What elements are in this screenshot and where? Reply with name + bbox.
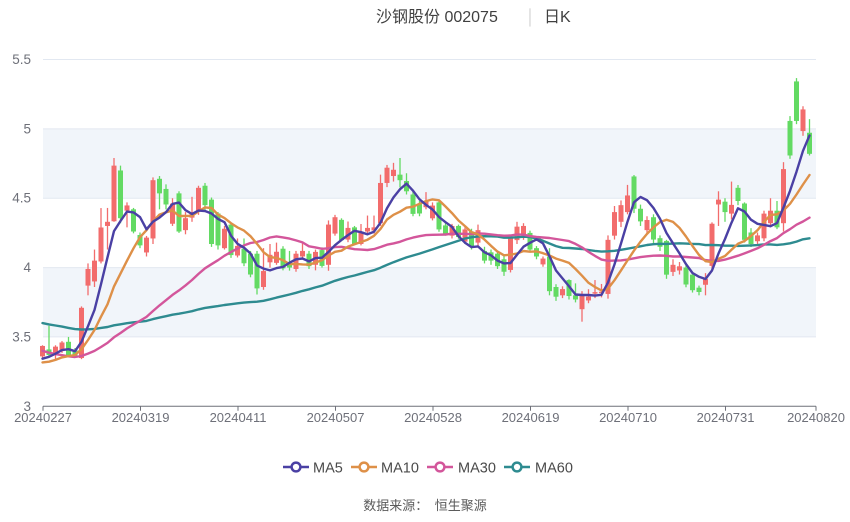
svg-text:20240319: 20240319: [112, 410, 170, 425]
svg-text:3.5: 3.5: [12, 329, 31, 344]
svg-text:20240820: 20240820: [787, 410, 845, 425]
svg-text:MA60: MA60: [535, 461, 573, 477]
svg-text:数据来源： 恒生聚源: 数据来源： 恒生聚源: [363, 498, 487, 513]
svg-text:3: 3: [23, 399, 31, 414]
svg-text:20240731: 20240731: [697, 410, 755, 425]
svg-text:MA30: MA30: [458, 461, 496, 477]
svg-text:20240710: 20240710: [599, 410, 657, 425]
svg-text:沙钢股份 002075: 沙钢股份 002075: [376, 8, 498, 26]
svg-text:20240411: 20240411: [210, 410, 267, 425]
svg-text:5.5: 5.5: [12, 52, 31, 67]
svg-text:20240619: 20240619: [502, 410, 560, 425]
svg-text:20240227: 20240227: [14, 410, 72, 425]
svg-text:4.5: 4.5: [12, 191, 31, 206]
svg-text:20240507: 20240507: [307, 410, 365, 425]
svg-text:4: 4: [23, 260, 31, 275]
svg-text:5: 5: [23, 121, 31, 136]
svg-text:日K: 日K: [544, 9, 571, 26]
svg-text:│: │: [526, 8, 535, 27]
svg-text:MA5: MA5: [313, 461, 343, 477]
svg-text:MA10: MA10: [381, 461, 419, 477]
svg-text:20240528: 20240528: [404, 410, 462, 425]
